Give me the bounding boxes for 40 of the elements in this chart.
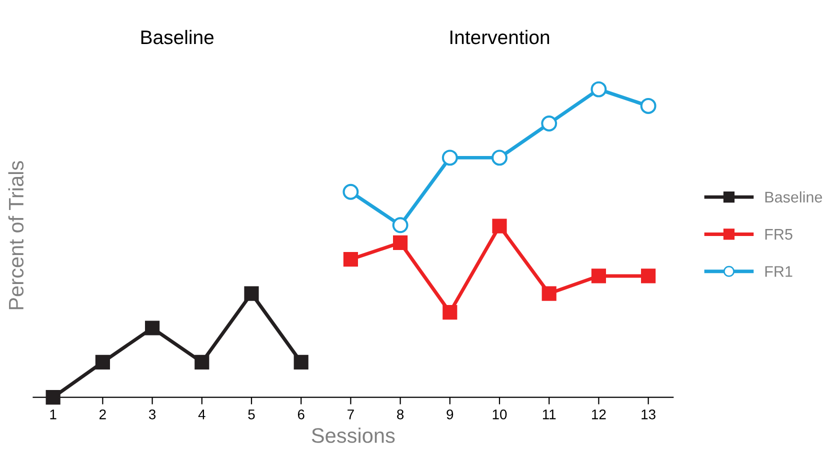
x-tick-label: 1 — [50, 410, 56, 420]
point — [393, 235, 408, 250]
x-tick-label: 10 — [492, 409, 507, 420]
point — [492, 218, 507, 234]
point — [343, 252, 358, 267]
x-tick-label: 13 — [642, 409, 656, 420]
point — [492, 150, 508, 166]
point — [294, 354, 308, 370]
x-tick-label: 5 — [248, 410, 255, 420]
point — [392, 217, 408, 234]
point — [95, 354, 110, 370]
x-axis-title: Sessions — [312, 428, 395, 443]
x-tick-label: 7 — [348, 410, 354, 420]
legend-label: Baseline — [765, 191, 822, 203]
point — [641, 268, 656, 284]
x-tick-label: 4 — [198, 410, 206, 420]
point — [46, 390, 60, 405]
x-tick-label: 8 — [397, 409, 404, 420]
point — [542, 286, 556, 301]
text: Intervention — [450, 30, 550, 44]
y-axis-title: Percent of Trials — [8, 161, 24, 310]
point — [194, 354, 210, 370]
point — [244, 286, 259, 301]
point — [442, 150, 458, 166]
x-tick-label: 11 — [542, 410, 556, 420]
x-tick-label: 3 — [148, 409, 156, 420]
point — [442, 305, 458, 320]
x-tick-label: 9 — [446, 409, 454, 420]
point — [541, 116, 558, 132]
point — [342, 184, 359, 200]
point — [144, 320, 160, 336]
x-tick-label: 6 — [298, 409, 304, 420]
legend-label: FR1 — [765, 266, 792, 277]
legend-label: FR5 — [765, 229, 792, 240]
text: Baseline — [141, 30, 214, 44]
x-tick-label: 12 — [592, 409, 606, 420]
point — [591, 268, 606, 284]
point — [640, 98, 656, 114]
x-tick-label: 2 — [100, 409, 106, 420]
point — [590, 81, 607, 98]
